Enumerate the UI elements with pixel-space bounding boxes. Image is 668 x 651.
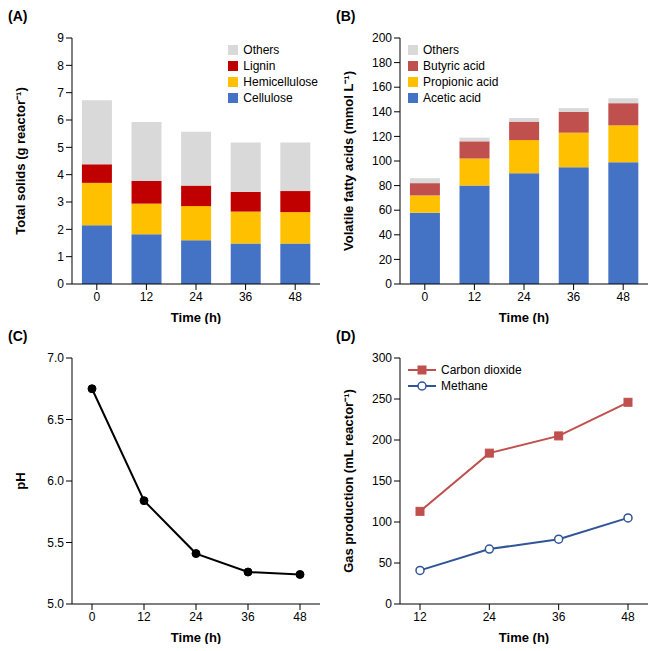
svg-text:24: 24 (517, 290, 531, 304)
svg-text:48: 48 (621, 610, 635, 624)
svg-text:24: 24 (189, 290, 203, 304)
svg-text:36: 36 (241, 610, 255, 624)
svg-text:200: 200 (372, 433, 392, 447)
html-text:Lignin: Lignin (243, 59, 276, 73)
svg-text:60: 60 (379, 203, 393, 217)
svg-text:200: 200 (372, 31, 392, 45)
svg-text:80: 80 (379, 179, 393, 193)
svg-text:7: 7 (57, 86, 64, 100)
html-text:Cellulose: Cellulose (243, 91, 293, 105)
html-text:(C): (C) (8, 328, 28, 344)
svg-text:Volatile fatty acids (mmol L⁻¹: Volatile fatty acids (mmol L⁻¹) (341, 71, 356, 251)
html-text:Propionic acid: Propionic acid (423, 75, 499, 89)
html-text:Carbon dioxide: Carbon dioxide (441, 363, 522, 377)
svg-text:12: 12 (140, 290, 154, 304)
svg-text:Gas production (mL reactor⁻¹): Gas production (mL reactor⁻¹) (341, 389, 356, 573)
svg-text:pH: pH (13, 472, 28, 489)
svg-text:36: 36 (552, 610, 566, 624)
svg-text:8: 8 (57, 59, 64, 73)
svg-text:Time (h): Time (h) (171, 310, 221, 324)
html-text:Acetic acid: Acetic acid (423, 91, 481, 105)
svg-text:12: 12 (413, 610, 427, 624)
html-text:Hemicellulose: Hemicellulose (243, 75, 318, 89)
svg-text:Time (h): Time (h) (499, 630, 549, 644)
svg-text:0: 0 (421, 290, 428, 304)
html-text:(B): (B) (336, 8, 356, 24)
svg-text:250: 250 (372, 392, 392, 406)
svg-text:Time (h): Time (h) (171, 630, 221, 644)
svg-text:12: 12 (137, 610, 151, 624)
svg-text:0: 0 (93, 290, 100, 304)
svg-text:Total solids (g reactor⁻¹): Total solids (g reactor⁻¹) (13, 87, 28, 235)
svg-text:Time (h): Time (h) (499, 310, 549, 324)
html-text:Others: Others (423, 43, 459, 57)
svg-text:0: 0 (89, 610, 96, 624)
svg-text:1: 1 (57, 250, 64, 264)
svg-text:300: 300 (372, 351, 392, 365)
svg-text:48: 48 (293, 610, 307, 624)
svg-text:0: 0 (385, 277, 392, 291)
svg-text:5.5: 5.5 (47, 536, 64, 550)
svg-text:6.0: 6.0 (47, 474, 64, 488)
svg-text:5.0: 5.0 (47, 597, 64, 611)
svg-text:100: 100 (372, 515, 392, 529)
svg-text:9: 9 (57, 31, 64, 45)
html-text:Others: Others (243, 43, 280, 57)
svg-text:160: 160 (372, 80, 392, 94)
svg-text:2: 2 (57, 223, 64, 237)
svg-text:48: 48 (617, 290, 631, 304)
svg-text:20: 20 (379, 253, 393, 267)
svg-text:180: 180 (372, 56, 392, 70)
svg-text:36: 36 (567, 290, 581, 304)
svg-text:120: 120 (372, 130, 392, 144)
svg-text:6: 6 (57, 113, 64, 127)
svg-text:3: 3 (57, 195, 64, 209)
svg-text:50: 50 (379, 556, 393, 570)
svg-text:0: 0 (57, 277, 64, 291)
svg-text:150: 150 (372, 474, 392, 488)
svg-text:24: 24 (189, 610, 203, 624)
svg-text:6.5: 6.5 (47, 413, 64, 427)
html-text:Methane: Methane (441, 379, 488, 393)
svg-text:48: 48 (289, 290, 303, 304)
html-text:(D): (D) (336, 328, 356, 344)
svg-text:24: 24 (483, 610, 497, 624)
html-text:(A): (A) (8, 8, 28, 24)
html-text:Butyric acid: Butyric acid (423, 59, 485, 73)
svg-text:12: 12 (468, 290, 482, 304)
svg-text:140: 140 (372, 105, 392, 119)
svg-text:36: 36 (239, 290, 253, 304)
svg-text:40: 40 (379, 228, 393, 242)
svg-text:100: 100 (372, 154, 392, 168)
svg-text:4: 4 (57, 168, 64, 182)
svg-text:5: 5 (57, 141, 64, 155)
svg-text:0: 0 (385, 597, 392, 611)
svg-text:7.0: 7.0 (47, 351, 64, 365)
